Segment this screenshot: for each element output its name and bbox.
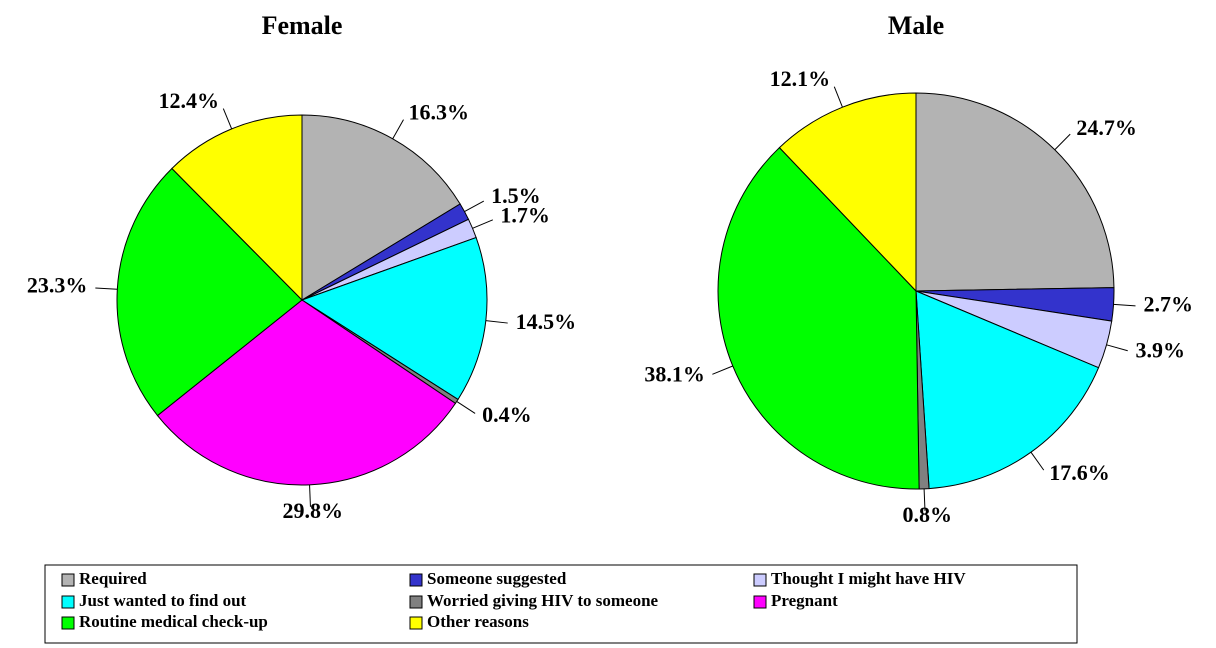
- pie-slice: [915, 290, 1100, 490]
- pie-slice: [300, 236, 488, 401]
- data-label: 16.3%: [408, 99, 469, 124]
- data-label: 38.1%: [644, 362, 705, 387]
- data-label: 1.7%: [500, 203, 549, 228]
- legend-swatch: [61, 595, 75, 609]
- leader-line: [472, 219, 494, 229]
- legend-swatch: [409, 616, 423, 630]
- legend-label: Someone suggested: [427, 569, 567, 588]
- leader-line: [923, 488, 926, 511]
- legend-label: Thought I might have HIV: [771, 569, 966, 588]
- data-label: 3.9%: [1135, 337, 1185, 362]
- leader-line: [485, 320, 508, 324]
- legend-swatch: [61, 573, 75, 587]
- pie-slice: [116, 167, 303, 417]
- data-label: 0.8%: [902, 502, 952, 527]
- pie-slice: [778, 92, 917, 293]
- leader-line: [1113, 303, 1136, 307]
- data-label: 17.6%: [1049, 460, 1110, 485]
- legend-swatch: [753, 595, 767, 609]
- pie-slice: [171, 114, 303, 302]
- leader-line: [833, 86, 843, 108]
- leader-line: [1106, 344, 1128, 352]
- legend-swatch: [61, 616, 75, 630]
- leader-line: [456, 400, 476, 414]
- data-label: 24.7%: [1076, 115, 1137, 140]
- data-label: 29.8%: [282, 498, 343, 523]
- leader-line: [1030, 451, 1045, 471]
- leader-line: [464, 200, 485, 212]
- legend-label: Worried giving HIV to someone: [427, 591, 659, 610]
- leader-line: [1054, 133, 1071, 151]
- leader-line: [392, 119, 404, 140]
- pie-slice: [717, 146, 920, 490]
- data-label: 14.5%: [516, 309, 577, 334]
- leader-line: [309, 484, 311, 507]
- data-label: 0.4%: [482, 402, 531, 427]
- pie-slice: [301, 114, 461, 301]
- legend-label: Pregnant: [771, 591, 838, 610]
- legend-swatch: [753, 573, 767, 587]
- pie-slice: [156, 299, 457, 486]
- legend-swatch: [409, 595, 423, 609]
- legend-swatch: [409, 573, 423, 587]
- data-label: 12.4%: [159, 88, 220, 113]
- legend-label: Routine medical check-up: [79, 612, 268, 631]
- chart-title: Female: [262, 11, 343, 40]
- chart-title: Male: [888, 11, 944, 40]
- data-label: 2.7%: [1143, 291, 1193, 316]
- legend-label: Other reasons: [427, 612, 529, 631]
- data-label: 23.3%: [27, 273, 88, 298]
- data-label: 1.5%: [491, 183, 541, 208]
- legend-label: Required: [79, 569, 147, 588]
- pie-slice: [915, 92, 1115, 292]
- data-label: 12.1%: [770, 66, 831, 91]
- leader-line: [95, 287, 118, 290]
- legend-label: Just wanted to find out: [79, 591, 247, 610]
- leader-line: [222, 108, 233, 130]
- legend-box: [44, 564, 1078, 644]
- leader-line: [712, 365, 733, 375]
